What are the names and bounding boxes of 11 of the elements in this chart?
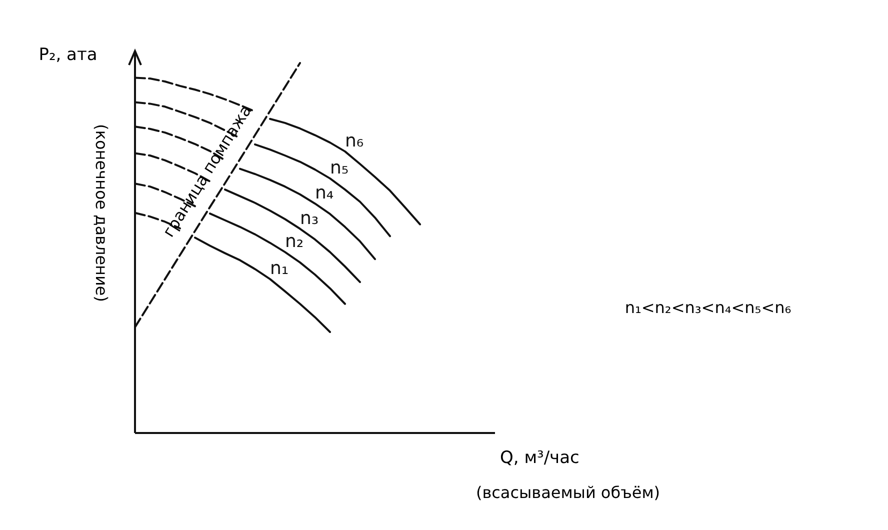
series-label: n₃ — [300, 208, 319, 229]
series-label: n₁ — [270, 258, 289, 280]
text: (всасываемый объём) — [476, 483, 660, 502]
y-axis-title: P₂, ата — [38, 45, 98, 65]
series-label: n₂ — [285, 231, 304, 252]
text: (конечное давление) — [92, 124, 111, 302]
series-label: n₄ — [315, 182, 334, 204]
series-label: n₆ — [345, 130, 364, 152]
text: n₁<n₂<n₃<n₄<n₅<n₆ — [624, 298, 792, 317]
x-axis-title: Q, м³/час — [500, 448, 580, 468]
series-label: n₅ — [330, 157, 349, 178]
